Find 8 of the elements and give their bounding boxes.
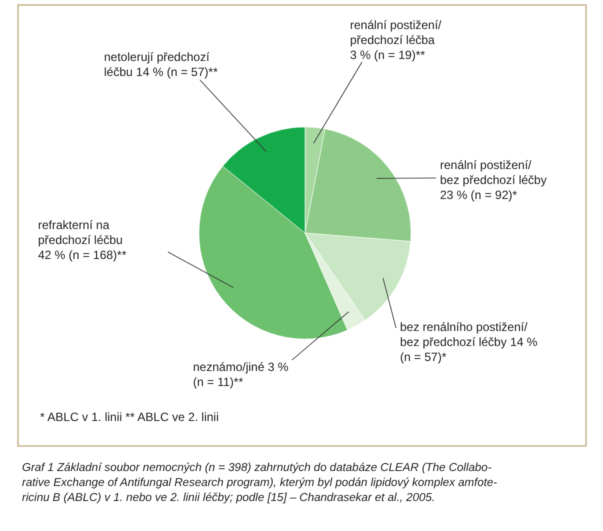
- slice-label: neznámo/jiné 3 % (n = 11)**: [193, 360, 289, 389]
- slice-label: refrakterní na předchozí léčbu 42 % (n = 168)**: [38, 218, 127, 262]
- slice-label: bez renálního postižení/ bez předchozí léčby 14 % (n = 57)*: [400, 320, 538, 364]
- text: Graf 1 Základní soubor nemocných (n = 398) zahrnutých do databáze CLEAR (The Collabo- rative Exchange of Antifungal Research program), kterým byl podán lipidový komplex amfote- ricinu B (ABLC) v 1. nebo ve 2. linii léčby; podle [15] – Chandrasekar et al., 2005.: [22, 462, 498, 504]
- slice-label: renální postižení/ bez předchozí léčby 23 % (n = 92)*: [440, 158, 547, 202]
- text: * ABLC v 1. linii ** ABLC ve 2. linii: [40, 410, 219, 424]
- slice-label: netolerují předchozí léčbu 14 % (n = 57)**: [104, 50, 218, 79]
- slice-label: renální postižení/ předchozí léčba 3 % (n = 19)**: [350, 18, 442, 62]
